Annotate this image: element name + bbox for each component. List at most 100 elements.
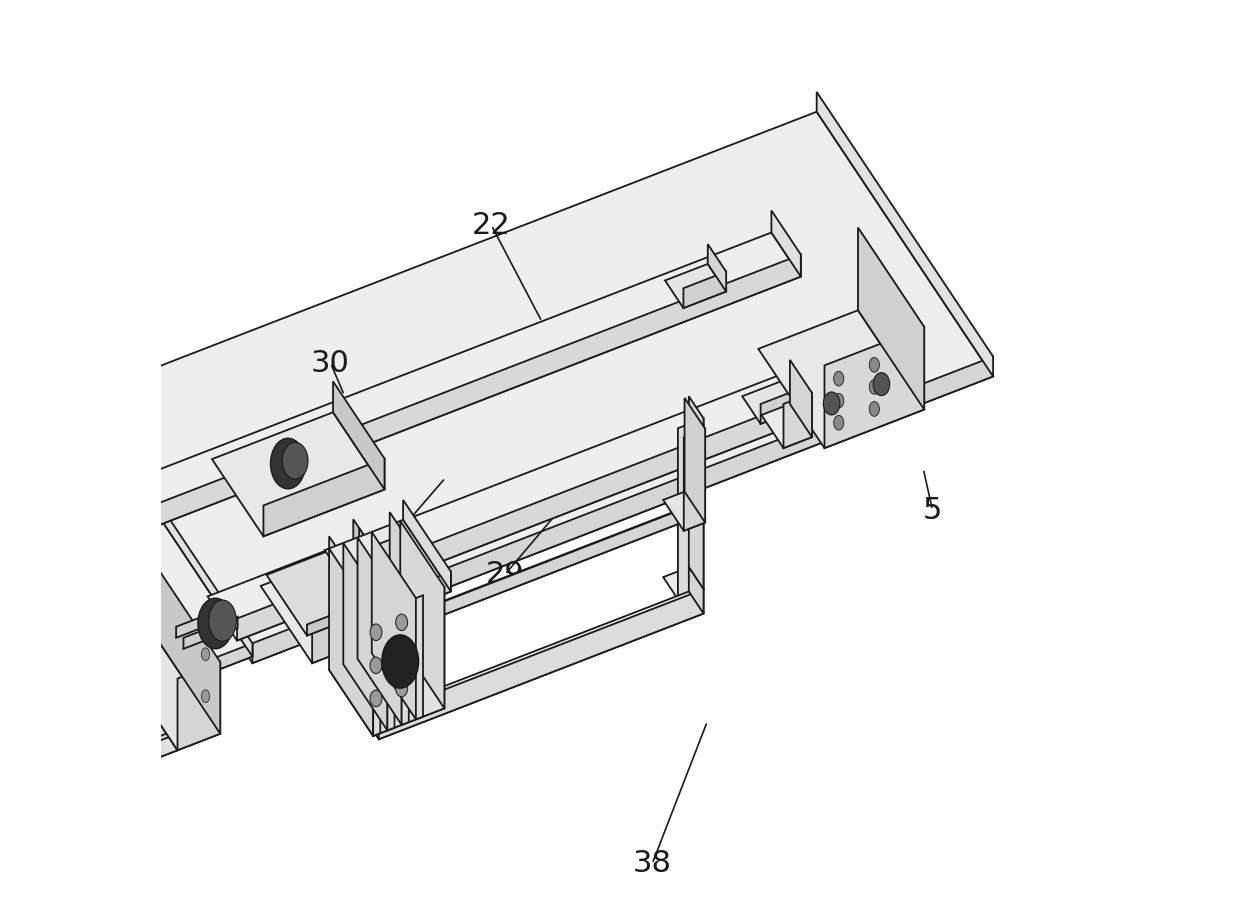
Text: 30: 30 — [311, 348, 350, 378]
Ellipse shape — [9, 716, 31, 753]
Text: 22: 22 — [472, 210, 511, 240]
Polygon shape — [343, 543, 387, 731]
Text: 38: 38 — [632, 849, 672, 879]
Ellipse shape — [201, 648, 210, 661]
Text: 37: 37 — [339, 564, 377, 594]
Polygon shape — [76, 112, 993, 664]
Text: 6: 6 — [734, 403, 754, 433]
Ellipse shape — [396, 647, 408, 664]
Polygon shape — [308, 589, 399, 636]
Polygon shape — [176, 606, 231, 638]
Polygon shape — [743, 380, 804, 424]
Polygon shape — [177, 662, 221, 750]
Ellipse shape — [823, 392, 839, 415]
Polygon shape — [372, 572, 451, 622]
Ellipse shape — [833, 415, 843, 430]
Polygon shape — [360, 528, 399, 600]
Polygon shape — [353, 519, 404, 628]
Ellipse shape — [139, 596, 148, 609]
Polygon shape — [74, 524, 177, 750]
Polygon shape — [329, 537, 347, 584]
Polygon shape — [761, 404, 812, 448]
Polygon shape — [263, 459, 384, 537]
Polygon shape — [684, 398, 706, 523]
Text: 5: 5 — [923, 495, 942, 525]
Polygon shape — [387, 607, 394, 731]
Polygon shape — [825, 327, 924, 448]
Polygon shape — [42, 689, 177, 746]
Ellipse shape — [833, 393, 843, 408]
Polygon shape — [785, 360, 804, 407]
Polygon shape — [334, 381, 384, 490]
Polygon shape — [415, 596, 423, 720]
Ellipse shape — [22, 758, 32, 773]
Polygon shape — [759, 311, 924, 448]
Polygon shape — [391, 505, 698, 632]
Polygon shape — [403, 500, 451, 592]
Polygon shape — [120, 445, 253, 656]
Polygon shape — [0, 596, 177, 802]
Ellipse shape — [201, 690, 210, 703]
Polygon shape — [848, 326, 878, 392]
Polygon shape — [373, 612, 381, 736]
Polygon shape — [365, 592, 703, 739]
Polygon shape — [253, 357, 993, 664]
Polygon shape — [42, 678, 177, 802]
Polygon shape — [689, 567, 703, 614]
Polygon shape — [160, 255, 801, 525]
Polygon shape — [398, 504, 698, 632]
Ellipse shape — [208, 600, 237, 641]
Polygon shape — [267, 539, 399, 636]
Polygon shape — [665, 264, 727, 308]
Polygon shape — [858, 228, 924, 410]
Polygon shape — [329, 642, 444, 736]
Polygon shape — [771, 210, 801, 277]
Polygon shape — [373, 587, 444, 736]
Ellipse shape — [283, 442, 308, 479]
Polygon shape — [683, 272, 727, 308]
Polygon shape — [663, 567, 703, 599]
Polygon shape — [378, 534, 404, 715]
Polygon shape — [365, 683, 404, 715]
Polygon shape — [683, 429, 706, 531]
Polygon shape — [312, 596, 404, 664]
Ellipse shape — [869, 357, 879, 372]
Ellipse shape — [139, 554, 148, 567]
Polygon shape — [42, 730, 177, 786]
Polygon shape — [678, 418, 703, 599]
Polygon shape — [42, 716, 177, 773]
Polygon shape — [389, 512, 404, 705]
Ellipse shape — [869, 380, 879, 394]
Polygon shape — [402, 601, 409, 725]
Ellipse shape — [869, 402, 879, 416]
Polygon shape — [784, 393, 812, 448]
Polygon shape — [401, 521, 444, 709]
Ellipse shape — [396, 680, 408, 697]
Ellipse shape — [370, 690, 382, 707]
Polygon shape — [817, 92, 993, 377]
Polygon shape — [0, 576, 42, 802]
Polygon shape — [260, 550, 404, 664]
Polygon shape — [689, 396, 703, 589]
Text: 29: 29 — [486, 560, 525, 589]
Polygon shape — [212, 413, 384, 537]
Polygon shape — [286, 556, 347, 600]
Polygon shape — [663, 492, 706, 531]
Ellipse shape — [370, 657, 382, 674]
Polygon shape — [329, 549, 373, 736]
Polygon shape — [38, 643, 253, 739]
Polygon shape — [691, 493, 698, 516]
Ellipse shape — [370, 624, 382, 641]
Ellipse shape — [22, 716, 32, 731]
Ellipse shape — [0, 677, 6, 714]
Ellipse shape — [270, 438, 305, 489]
Ellipse shape — [833, 371, 843, 386]
Polygon shape — [372, 532, 415, 720]
Polygon shape — [207, 348, 878, 641]
Polygon shape — [305, 564, 347, 600]
Polygon shape — [357, 538, 402, 725]
Polygon shape — [790, 360, 812, 437]
Ellipse shape — [198, 598, 233, 649]
Polygon shape — [325, 520, 451, 622]
Polygon shape — [708, 244, 727, 291]
